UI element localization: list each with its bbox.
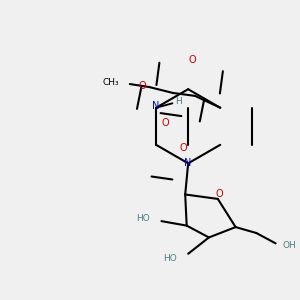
Text: CH₃: CH₃ bbox=[103, 78, 119, 87]
Text: HO: HO bbox=[136, 214, 150, 223]
Text: O: O bbox=[189, 55, 196, 64]
Text: N: N bbox=[152, 101, 160, 111]
Text: O: O bbox=[139, 80, 146, 91]
Text: O: O bbox=[179, 143, 187, 153]
Text: O: O bbox=[161, 118, 169, 128]
Text: H: H bbox=[176, 97, 182, 106]
Text: HO: HO bbox=[163, 254, 177, 263]
Text: N: N bbox=[184, 158, 192, 168]
Text: O: O bbox=[215, 189, 223, 199]
Text: OH: OH bbox=[282, 241, 296, 250]
